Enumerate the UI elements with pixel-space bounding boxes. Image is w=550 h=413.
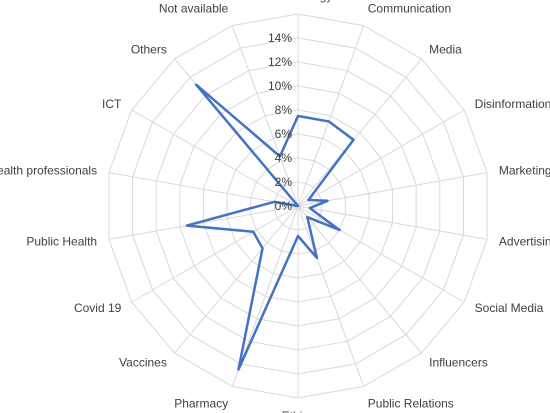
spoke-line	[297, 205, 488, 240]
radial-tick-label: 2%	[275, 175, 293, 189]
category-label: Pharmacy	[174, 397, 228, 411]
category-label: ICT	[102, 97, 122, 111]
category-label: Communication	[368, 1, 451, 15]
radial-tick-label: 8%	[275, 103, 293, 117]
spoke-line	[297, 205, 365, 387]
category-label: Disinformation	[475, 97, 550, 111]
radial-tick-label: 0%	[275, 199, 293, 213]
radial-tick-label: 10%	[268, 79, 292, 93]
category-label: Others	[131, 43, 167, 57]
category-label: Media	[429, 43, 462, 57]
spoke-line	[297, 172, 488, 207]
category-label: Public Relations	[368, 397, 454, 411]
spoke-line	[108, 172, 299, 207]
category-label: Advertising	[499, 234, 550, 248]
category-label: Social Media	[475, 301, 544, 315]
spoke-line	[297, 58, 422, 207]
radial-tick-labels: 0% 2% 4% 6% 8% 10% 12% 14%	[268, 31, 292, 213]
category-label: Ethics	[282, 409, 315, 413]
category-label: Covid 19	[74, 301, 122, 315]
radial-tick-label: 6%	[275, 127, 293, 141]
category-label: Not available	[159, 1, 229, 15]
radial-tick-label: 4%	[275, 151, 293, 165]
spoke-line	[297, 25, 365, 207]
series-layer	[185, 83, 355, 371]
spoke-line	[108, 205, 299, 240]
spoke-line	[131, 109, 299, 207]
radial-tick-label: 14%	[268, 31, 292, 45]
radial-tick-label: 12%	[268, 55, 292, 69]
series-line	[185, 83, 355, 371]
category-label: Influencers	[429, 355, 488, 369]
spoke-line	[297, 109, 465, 207]
category-label: Health professionals	[0, 164, 97, 178]
spoke-line	[297, 205, 465, 303]
category-label: Methodology	[264, 0, 333, 3]
spoke-line	[131, 205, 299, 303]
spoke-line	[297, 205, 422, 354]
category-label: Marketing	[499, 164, 550, 178]
category-label: Public Health	[26, 234, 97, 248]
category-label: Vaccines	[119, 355, 167, 369]
spoke-line	[231, 25, 299, 207]
spoke-line	[174, 205, 299, 354]
